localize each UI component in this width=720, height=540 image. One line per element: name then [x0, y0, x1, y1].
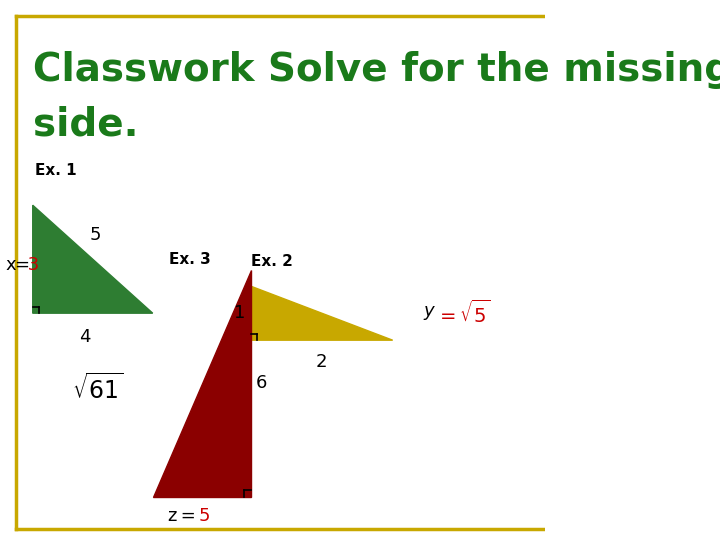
Text: $\sqrt{61}$: $\sqrt{61}$ — [72, 374, 124, 404]
Text: 4: 4 — [78, 328, 90, 347]
Text: Classwork Solve for the missing: Classwork Solve for the missing — [32, 51, 720, 89]
Text: $y$: $y$ — [423, 304, 436, 322]
Text: Ex. 1: Ex. 1 — [35, 163, 77, 178]
Text: z: z — [167, 507, 176, 525]
Text: 1: 1 — [234, 304, 246, 322]
Text: Ex. 3: Ex. 3 — [169, 252, 211, 267]
Text: =: = — [14, 255, 30, 274]
Text: =: = — [175, 507, 202, 525]
Polygon shape — [153, 270, 251, 497]
Text: 2: 2 — [316, 353, 328, 371]
Text: x: x — [6, 255, 16, 274]
Text: 6: 6 — [256, 374, 267, 393]
Text: 3: 3 — [22, 255, 39, 274]
Text: Ex. 2: Ex. 2 — [251, 254, 293, 269]
Text: 5: 5 — [90, 226, 102, 244]
Text: $= \sqrt{5}$: $= \sqrt{5}$ — [436, 300, 491, 327]
Polygon shape — [32, 205, 153, 313]
Text: side.: side. — [32, 105, 138, 143]
Text: 5: 5 — [199, 507, 210, 525]
Polygon shape — [251, 286, 392, 340]
